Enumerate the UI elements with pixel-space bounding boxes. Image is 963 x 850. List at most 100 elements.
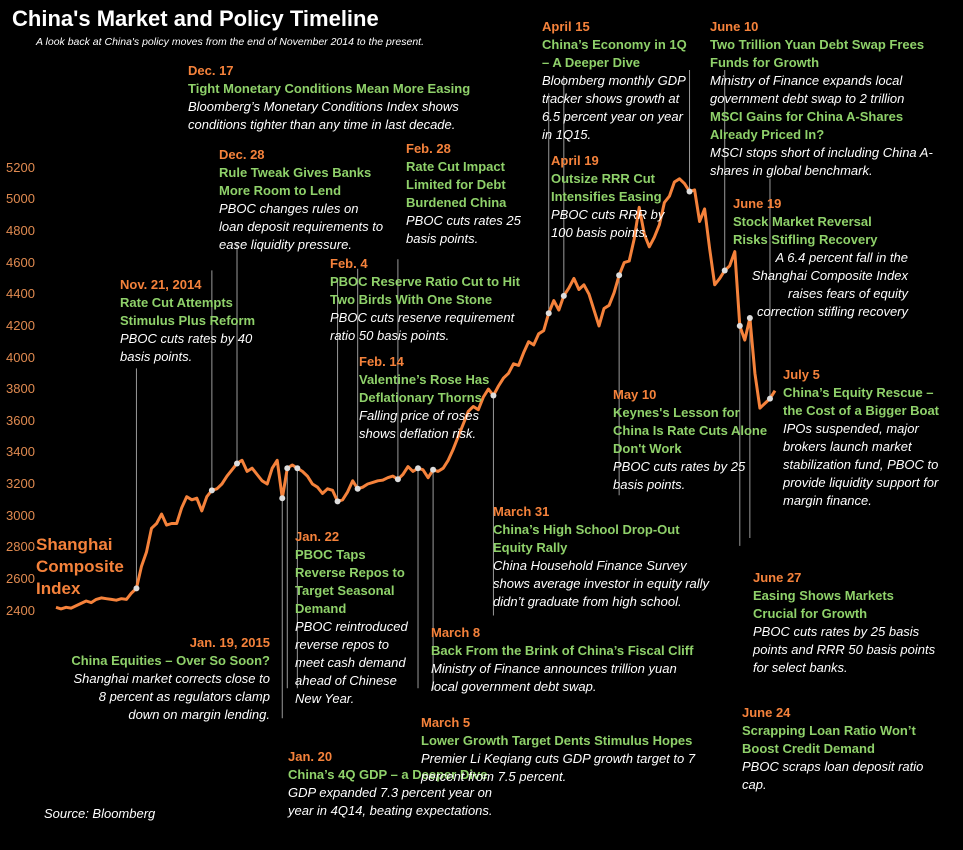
source-note: Source: Bloomberg bbox=[44, 806, 156, 821]
event-date: Feb. 28 bbox=[406, 141, 451, 156]
event-date: June 10 bbox=[710, 19, 759, 34]
y-tick-label: 2800 bbox=[6, 539, 35, 555]
event-dec28: Dec. 28 Rule Tweak Gives Banks More Room… bbox=[219, 146, 384, 254]
y-tick-label: 5200 bbox=[6, 159, 35, 175]
event-text: PBOC cuts rates 25 basis points. bbox=[406, 213, 521, 246]
event-text: PBOC cuts rates by 25 basis points. bbox=[613, 459, 746, 492]
y-tick-label: 4000 bbox=[6, 349, 35, 365]
event-jun19: June 19 Stock Market Reversal Risks Stif… bbox=[733, 195, 908, 321]
event-text: Falling price of roses shows deflation r… bbox=[359, 408, 479, 441]
event-marker bbox=[279, 495, 286, 502]
event-text: PBOC scraps loan deposit ratio cap. bbox=[742, 759, 924, 792]
event-date: June 24 bbox=[742, 705, 791, 720]
y-tick-label: 3800 bbox=[6, 381, 35, 397]
series-label: Shanghai Composite Index bbox=[36, 535, 124, 598]
event-mar5: March 5 Lower Growth Target Dents Stimul… bbox=[421, 714, 706, 786]
event-marker bbox=[354, 485, 361, 492]
event-marker bbox=[766, 395, 773, 402]
event-text: PBOC cuts rates by 40 basis points. bbox=[120, 331, 253, 364]
event-text: Bloomberg monthly GDP tracker shows grow… bbox=[542, 73, 686, 142]
event-headline: PBOC Taps Reverse Repos to Target Season… bbox=[295, 547, 405, 616]
y-tick-label: 3200 bbox=[6, 476, 35, 491]
event-jun24: June 24 Scrapping Loan Ratio Won’t Boost… bbox=[742, 704, 932, 794]
event-text: Premier Li Keqiang cuts GDP growth targe… bbox=[421, 751, 696, 784]
event-marker bbox=[284, 465, 291, 472]
y-tick-label: 3400 bbox=[6, 444, 35, 460]
event-headline: Outsize RRR Cut Intensifies Easing bbox=[551, 171, 662, 204]
event-marker bbox=[415, 465, 422, 472]
event-date: Jan. 22 bbox=[295, 529, 340, 544]
event-date: July 5 bbox=[783, 367, 820, 382]
chart-subtitle: A look back at China's policy moves from… bbox=[36, 36, 424, 48]
event-marker bbox=[430, 466, 437, 473]
event-headline: Rate Cut Impact Limited for Debt Burdene… bbox=[406, 159, 507, 210]
event-text: Ministry of Finance expands local govern… bbox=[710, 73, 905, 106]
event-date: June 27 bbox=[753, 570, 802, 585]
event-headline: China’s Equity Rescue – the Cost of a Bi… bbox=[783, 385, 940, 418]
event-headline: China Equities – Over So Soon? bbox=[71, 653, 270, 668]
y-tick-label: 4200 bbox=[6, 317, 35, 333]
event-jul5: July 5 China’s Equity Rescue – the Cost … bbox=[783, 366, 953, 510]
event-feb28: Feb. 28 Rate Cut Impact Limited for Debt… bbox=[406, 140, 521, 248]
event-headline: Lower Growth Target Dents Stimulus Hopes bbox=[421, 733, 693, 748]
y-tick-label: 3600 bbox=[6, 412, 35, 428]
event-text: Ministry of Finance announces trillion y… bbox=[431, 661, 677, 694]
event-apr19: April 19 Outsize RRR Cut Intensifies Eas… bbox=[551, 152, 671, 242]
event-may10: May 10 Keynes's Lesson for China Is Rate… bbox=[613, 386, 773, 494]
event-text: PBOC cuts RRR by 100 basis points. bbox=[551, 207, 665, 240]
event-headline: China’s Economy in 1Q – A Deeper Dive bbox=[542, 37, 687, 70]
y-tick-label: 4600 bbox=[6, 254, 35, 270]
event-text: GDP expanded 7.3 percent year on year in… bbox=[288, 785, 493, 818]
y-tick-label: 4800 bbox=[6, 222, 35, 238]
event-marker bbox=[294, 465, 301, 472]
y-tick-label: 5000 bbox=[6, 191, 35, 207]
event-headline: Rule Tweak Gives Banks More Room to Lend bbox=[219, 165, 372, 198]
event-date: Feb. 4 bbox=[330, 256, 368, 271]
event-dec17: Dec. 17 Tight Monetary Conditions Mean M… bbox=[188, 62, 488, 134]
event-marker bbox=[545, 310, 552, 317]
event-date: Nov. 21, 2014 bbox=[120, 277, 202, 292]
event-marker bbox=[686, 188, 693, 195]
event-date: Jan. 19, 2015 bbox=[189, 635, 270, 650]
event-feb14: Feb. 14 Valentine’s Rose Has Deflationar… bbox=[359, 353, 494, 443]
event-text-2: MSCI stops short of including China A-sh… bbox=[710, 145, 933, 178]
event-date: June 19 bbox=[733, 196, 782, 211]
event-headline: China’s High School Drop-Out Equity Rall… bbox=[493, 522, 680, 555]
event-headline: Tight Monetary Conditions Mean More Easi… bbox=[188, 81, 471, 96]
event-jun10: June 10 Two Trillion Yuan Debt Swap Free… bbox=[710, 18, 950, 180]
event-headline: PBOC Reserve Ratio Cut to Hit Two Birds … bbox=[330, 274, 520, 307]
event-text: Shanghai market corrects close to 8 perc… bbox=[73, 671, 270, 722]
event-headline: China’s 4Q GDP – a Deeper Dive bbox=[288, 767, 488, 782]
event-marker bbox=[560, 292, 567, 299]
event-mar8: March 8 Back From the Brink of China’s F… bbox=[431, 624, 706, 696]
y-tick-label: 2400 bbox=[6, 602, 35, 618]
event-text: China Household Finance Survey shows ave… bbox=[493, 558, 710, 609]
event-headline: Stock Market Reversal Risks Stifling Rec… bbox=[733, 214, 878, 247]
event-headline-2: MSCI Gains for China A-Shares Already Pr… bbox=[710, 109, 904, 142]
event-text: IPOs suspended, major brokers launch mar… bbox=[783, 421, 939, 508]
event-date: March 5 bbox=[421, 715, 471, 730]
event-jan19: Jan. 19, 2015 China Equities – Over So S… bbox=[70, 634, 270, 724]
event-headline: Keynes's Lesson for China Is Rate Cuts A… bbox=[613, 405, 768, 456]
event-headline: Scrapping Loan Ratio Won’t Boost Credit … bbox=[742, 723, 916, 756]
event-marker bbox=[208, 487, 215, 494]
event-date: March 8 bbox=[431, 625, 481, 640]
event-date: Feb. 14 bbox=[359, 354, 404, 369]
y-tick-label: 2600 bbox=[6, 570, 35, 586]
event-text: PBOC cuts rates by 25 basis points and R… bbox=[753, 624, 936, 675]
event-apr15: April 15 China’s Economy in 1Q – A Deepe… bbox=[542, 18, 692, 144]
event-date: Jan. 20 bbox=[288, 749, 333, 764]
y-tick-label: 4400 bbox=[6, 286, 35, 302]
event-feb4: Feb. 4 PBOC Reserve Ratio Cut to Hit Two… bbox=[330, 255, 530, 345]
event-jan22: Jan. 22 PBOC Taps Reverse Repos to Targe… bbox=[295, 528, 413, 708]
event-date: Dec. 28 bbox=[219, 147, 265, 162]
event-marker bbox=[490, 392, 497, 399]
event-nov21: Nov. 21, 2014 Rate Cut Attempts Stimulus… bbox=[120, 276, 265, 366]
event-marker bbox=[616, 272, 623, 279]
event-marker bbox=[394, 476, 401, 483]
chart-title: China's Market and Policy Timeline bbox=[12, 6, 379, 31]
event-marker bbox=[133, 585, 140, 592]
event-text: PBOC reintroduced reverse repos to meet … bbox=[295, 619, 408, 706]
event-date: April 19 bbox=[551, 153, 599, 168]
